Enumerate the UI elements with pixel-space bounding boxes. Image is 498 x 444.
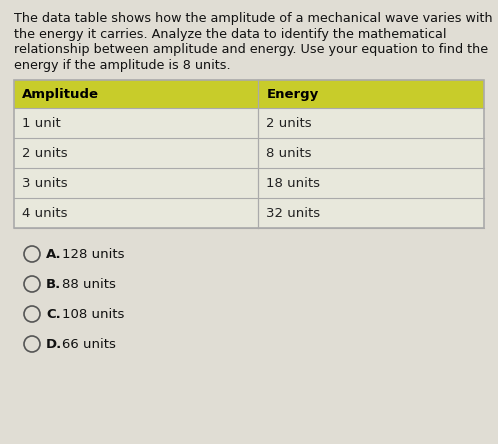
- Bar: [14, 80, 484, 108]
- Text: 1 unit: 1 unit: [22, 116, 61, 130]
- Text: 2 units: 2 units: [22, 147, 68, 159]
- Bar: [14, 80, 484, 228]
- Text: Amplitude: Amplitude: [22, 87, 99, 100]
- Bar: [14, 198, 484, 228]
- Text: The data table shows how the amplitude of a mechanical wave varies with: The data table shows how the amplitude o…: [14, 12, 493, 25]
- Bar: [14, 138, 484, 168]
- Text: energy if the amplitude is 8 units.: energy if the amplitude is 8 units.: [14, 59, 231, 71]
- Text: C.: C.: [46, 308, 61, 321]
- Text: 8 units: 8 units: [266, 147, 312, 159]
- Text: 18 units: 18 units: [266, 177, 320, 190]
- Text: 32 units: 32 units: [266, 206, 321, 219]
- Text: 128 units: 128 units: [62, 247, 124, 261]
- Text: D.: D.: [46, 337, 62, 350]
- Text: 108 units: 108 units: [62, 308, 124, 321]
- Text: 88 units: 88 units: [62, 278, 116, 290]
- Text: B.: B.: [46, 278, 61, 290]
- Text: Energy: Energy: [266, 87, 319, 100]
- Text: A.: A.: [46, 247, 62, 261]
- Text: 2 units: 2 units: [266, 116, 312, 130]
- Bar: [14, 108, 484, 138]
- Bar: [14, 168, 484, 198]
- Text: 4 units: 4 units: [22, 206, 68, 219]
- Text: 66 units: 66 units: [62, 337, 116, 350]
- Text: 3 units: 3 units: [22, 177, 68, 190]
- Text: relationship between amplitude and energy. Use your equation to find the: relationship between amplitude and energ…: [14, 43, 488, 56]
- Text: the energy it carries. Analyze the data to identify the mathematical: the energy it carries. Analyze the data …: [14, 28, 447, 40]
